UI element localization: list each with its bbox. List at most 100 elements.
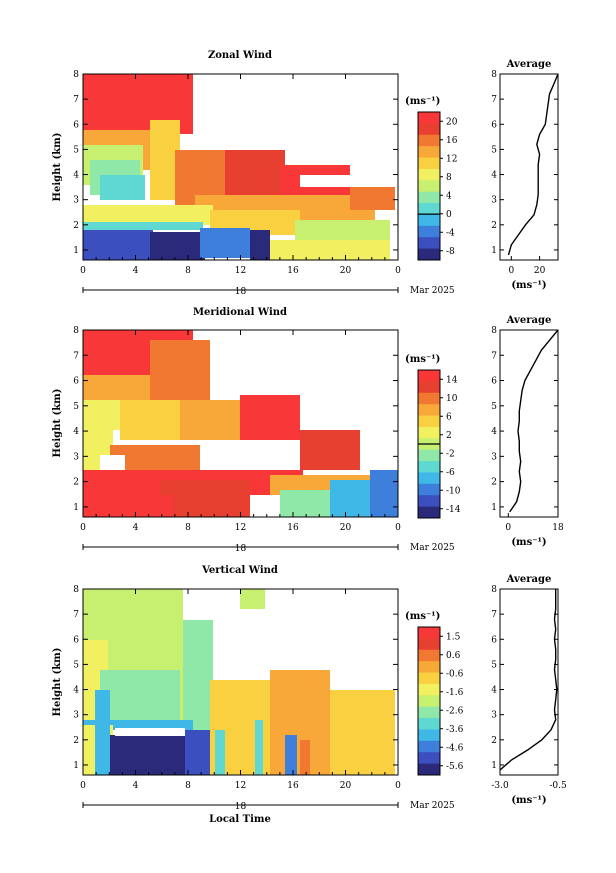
y-tick-label: 1 [73, 503, 79, 513]
day-label: 18 [235, 544, 247, 554]
y-tick-label: 5 [73, 402, 79, 412]
profile-y-tick-label: 5 [491, 145, 497, 155]
x-tick-label: 20 [340, 523, 352, 533]
colorbar-swatch [418, 627, 440, 639]
profile-frame [499, 588, 559, 776]
profile-y-tick-label: 3 [491, 196, 497, 206]
colorbar-tick-label: 12 [446, 154, 457, 164]
x-tick-label: 4 [133, 266, 139, 276]
x-tick-label: 8 [185, 523, 191, 533]
profile-y-tick-label: 7 [491, 95, 497, 105]
colorbar-swatch [418, 638, 440, 651]
colorbar-tick-label: 14 [446, 375, 458, 385]
colorbar-swatch [418, 461, 440, 473]
meridional-heatmap [83, 330, 398, 517]
profile-unit: (ms⁻¹) [511, 537, 546, 548]
x-tick-label: 16 [287, 781, 299, 791]
colorbar-tick-label: -10 [446, 486, 461, 496]
colorbar-tick-label: -8 [446, 247, 455, 257]
y-tick-label: 4 [73, 686, 79, 696]
date-label: Mar 2025 [410, 801, 455, 811]
y-tick-label: 1 [73, 246, 79, 256]
y-tick-label: 8 [73, 585, 79, 595]
profile-x-tick-label: 0 [505, 523, 511, 533]
colorbar-swatch [418, 146, 440, 159]
colorbar-swatch [418, 695, 440, 708]
vertical-ylabel: Height (km) [52, 648, 63, 717]
colorbar-swatch [418, 495, 440, 508]
x-tick-label: 16 [287, 266, 299, 276]
vertical-profile: Average 1 2 3 4 5 6 7 8 -3.0 -0.5(ms⁻¹) [491, 574, 567, 806]
colorbar-swatch [418, 112, 440, 124]
colorbar-tick-label: -2 [446, 449, 455, 459]
profile-y-tick-label: 1 [491, 503, 497, 513]
colorbar-tick-label: 0.6 [446, 651, 461, 661]
xlabel-local-time: Local Time [209, 814, 271, 825]
y-tick-label: 6 [73, 377, 79, 387]
colorbar-unit: (ms⁻¹) [405, 354, 440, 365]
colorbar-swatch [418, 370, 440, 382]
colorbar-tick-label: 6 [446, 412, 452, 422]
colorbar-frame [417, 111, 441, 261]
colorbar-swatch [418, 706, 440, 719]
profile-x-tick-label: 18 [552, 523, 564, 533]
profile-x-tick-label: 0 [508, 266, 514, 276]
profile-y-tick-label: 3 [491, 711, 497, 721]
panel-meridional: Meridional Wind Height (km) 0 4 8 12 16 20 [52, 307, 564, 554]
x-tick-label: 0 [80, 266, 86, 276]
colorbar-swatch [418, 449, 440, 462]
date-label: Mar 2025 [410, 286, 455, 296]
x-tick-label: 4 [133, 523, 139, 533]
colorbar-unit: (ms⁻¹) [405, 96, 440, 107]
x-tick-label: 4 [133, 781, 139, 791]
x-tick-label: 8 [185, 781, 191, 791]
colorbar-tick-label: -1.6 [446, 688, 464, 698]
colorbar-tick-label: 1.5 [446, 632, 461, 642]
profile-x-tick-label: -0.5 [549, 781, 567, 791]
colorbar-tick-label: -2.6 [446, 706, 464, 716]
zonal-colorbar: (ms⁻¹) 20 16 12 8 4 0 -4 -8 [405, 96, 458, 261]
vertical-title: Vertical Wind [201, 565, 278, 576]
y-tick-label: 4 [73, 171, 79, 181]
zonal-title: Zonal Wind [208, 50, 272, 61]
profile-y-tick-label: 1 [491, 761, 497, 771]
profile-line [509, 329, 559, 513]
colorbar-tick-label: 8 [446, 173, 452, 183]
profile-y-tick-label: 5 [491, 660, 497, 670]
vertical-colorbar: (ms⁻¹) 1.5 0.6 -0.6 -1.6 -2.6 -3.6 -4.6 -5.6 [405, 611, 464, 776]
y-tick-label: 3 [73, 196, 79, 206]
profile-y-tick-label: 5 [491, 402, 497, 412]
profile-title: Average [506, 59, 552, 70]
zonal-profile: Average 1 2 3 4 5 6 7 8 0 20 (ms⁻¹) [491, 59, 559, 291]
colorbar-tick-label: 2 [446, 431, 452, 441]
colorbar-tick-label: -4.6 [446, 743, 464, 753]
y-tick-label: 5 [73, 660, 79, 670]
profile-y-tick-label: 2 [491, 736, 497, 746]
colorbar-tick-label: 4 [446, 191, 452, 201]
colorbar-swatch [418, 191, 440, 204]
colorbar-swatch [418, 718, 440, 730]
colorbar-swatch [418, 381, 440, 394]
y-tick-label: 2 [73, 478, 79, 488]
zonal-heatmap [83, 74, 398, 260]
profile-y-tick-label: 8 [491, 326, 497, 336]
profile-title: Average [506, 574, 552, 585]
colorbar-tick-label: 16 [446, 136, 458, 146]
x-tick-label: 16 [287, 523, 299, 533]
colorbar-swatch [418, 729, 440, 742]
colorbar-tick-label: 20 [446, 117, 458, 127]
colorbar-swatch [418, 134, 440, 147]
profile-y-tick-label: 6 [491, 120, 497, 130]
y-tick-label: 1 [73, 761, 79, 771]
colorbar-tick-label: 0 [446, 210, 452, 220]
colorbar-unit: (ms⁻¹) [405, 611, 440, 622]
profile-unit: (ms⁻¹) [511, 795, 546, 806]
panel-vertical: Vertical Wind Height (km) 0 4 8 12 16 20 01234… [52, 565, 567, 825]
meridional-ylabel: Height (km) [52, 389, 63, 458]
profile-y-tick-label: 7 [491, 610, 497, 620]
profile-y-tick-label: 4 [491, 171, 497, 181]
y-tick-label: 5 [73, 145, 79, 155]
